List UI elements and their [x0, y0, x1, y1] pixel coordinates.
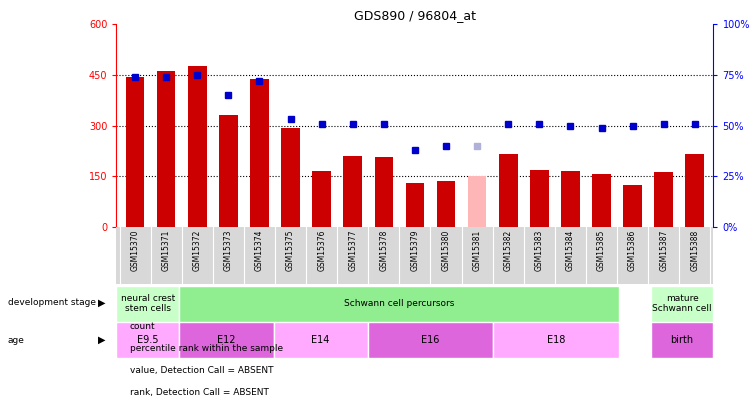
Text: GSM15383: GSM15383 — [535, 230, 544, 271]
Bar — [250, 79, 269, 227]
Bar — [654, 172, 673, 227]
Text: GSM15375: GSM15375 — [286, 230, 295, 271]
Text: GSM15385: GSM15385 — [597, 230, 606, 271]
Bar — [188, 66, 207, 227]
Bar — [650, 286, 713, 322]
Bar — [593, 174, 611, 227]
Bar — [312, 171, 331, 227]
Text: count: count — [130, 322, 155, 330]
Text: GSM15374: GSM15374 — [255, 230, 264, 271]
Text: age: age — [8, 336, 24, 345]
Text: GSM15371: GSM15371 — [161, 230, 170, 271]
Bar — [368, 322, 493, 358]
Bar — [179, 322, 273, 358]
Text: GSM15382: GSM15382 — [504, 230, 513, 271]
Text: GSM15381: GSM15381 — [472, 230, 481, 271]
Bar — [686, 154, 704, 227]
Text: GSM15388: GSM15388 — [690, 230, 699, 271]
Bar — [219, 115, 237, 227]
Text: E12: E12 — [217, 335, 236, 345]
Bar — [343, 156, 362, 227]
Bar — [468, 176, 487, 227]
Text: GSM15378: GSM15378 — [379, 230, 388, 271]
Bar — [406, 183, 424, 227]
Bar — [125, 77, 144, 227]
Bar — [493, 322, 619, 358]
Text: GSM15376: GSM15376 — [317, 230, 326, 271]
Text: birth: birth — [671, 335, 694, 345]
Text: GSM15377: GSM15377 — [348, 230, 357, 271]
Text: rank, Detection Call = ABSENT: rank, Detection Call = ABSENT — [130, 388, 269, 397]
Text: Schwann cell percursors: Schwann cell percursors — [344, 299, 454, 308]
Bar — [116, 322, 179, 358]
Text: E14: E14 — [312, 335, 330, 345]
Text: GSM15372: GSM15372 — [193, 230, 202, 271]
Text: GSM15373: GSM15373 — [224, 230, 233, 271]
Bar — [561, 171, 580, 227]
Text: ▶: ▶ — [98, 298, 105, 308]
Text: GSM15370: GSM15370 — [131, 230, 140, 271]
Bar — [281, 128, 300, 227]
Bar — [436, 181, 455, 227]
Bar — [157, 71, 176, 227]
Text: GSM15386: GSM15386 — [628, 230, 637, 271]
Text: mature
Schwann cell: mature Schwann cell — [652, 294, 712, 313]
Bar — [179, 286, 619, 322]
Text: E16: E16 — [421, 335, 440, 345]
Text: GSM15387: GSM15387 — [659, 230, 668, 271]
Title: GDS890 / 96804_at: GDS890 / 96804_at — [354, 9, 476, 22]
Bar — [623, 185, 642, 227]
Bar — [530, 170, 549, 227]
Text: percentile rank within the sample: percentile rank within the sample — [130, 344, 283, 353]
Bar — [273, 322, 368, 358]
Text: neural crest
stem cells: neural crest stem cells — [121, 294, 175, 313]
Text: GSM15379: GSM15379 — [411, 230, 419, 271]
Text: E18: E18 — [547, 335, 566, 345]
Text: GSM15384: GSM15384 — [566, 230, 575, 271]
Text: GSM15380: GSM15380 — [442, 230, 451, 271]
Bar — [650, 322, 713, 358]
Bar — [116, 286, 179, 322]
Text: value, Detection Call = ABSENT: value, Detection Call = ABSENT — [130, 366, 273, 375]
Text: E9.5: E9.5 — [137, 335, 158, 345]
Text: development stage: development stage — [8, 298, 95, 307]
Text: ▶: ▶ — [98, 335, 105, 345]
Bar — [499, 154, 517, 227]
Bar — [375, 157, 394, 227]
